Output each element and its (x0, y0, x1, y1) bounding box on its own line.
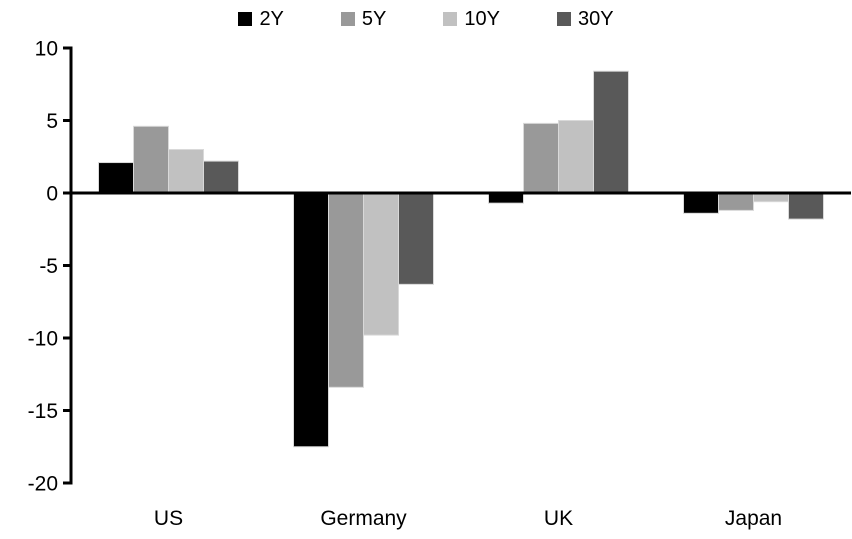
y-tick-label: -10 (28, 328, 58, 351)
x-category-label-japan: Japan (725, 507, 782, 530)
y-tick-label: -20 (28, 473, 58, 496)
bar-germany-30y (398, 192, 434, 285)
bar-germany-5y (328, 192, 364, 388)
y-tick-label: -15 (28, 400, 58, 423)
bar-uk-5y (523, 122, 559, 194)
bar-germany-10y (363, 192, 399, 336)
bar-us-10y (168, 149, 204, 194)
bar-us-5y (133, 125, 169, 194)
y-tick-label: 10 (35, 38, 58, 61)
bar-us-2y (98, 162, 134, 194)
bar-japan-30y (788, 192, 824, 220)
y-tick-label: -5 (39, 255, 58, 278)
y-tick-label: 0 (46, 183, 58, 206)
y-tick-label: 5 (46, 110, 58, 133)
bar-japan-5y (718, 192, 754, 211)
bar-uk-2y (488, 192, 524, 204)
bar-uk-30y (593, 70, 629, 194)
bar-us-30y (203, 160, 239, 194)
x-category-label-us: US (154, 507, 183, 530)
bar-germany-2y (293, 192, 329, 448)
x-category-label-germany: Germany (320, 507, 407, 530)
x-category-label-uk: UK (544, 507, 573, 530)
bar-uk-10y (558, 120, 594, 194)
bar-japan-2y (683, 192, 719, 214)
